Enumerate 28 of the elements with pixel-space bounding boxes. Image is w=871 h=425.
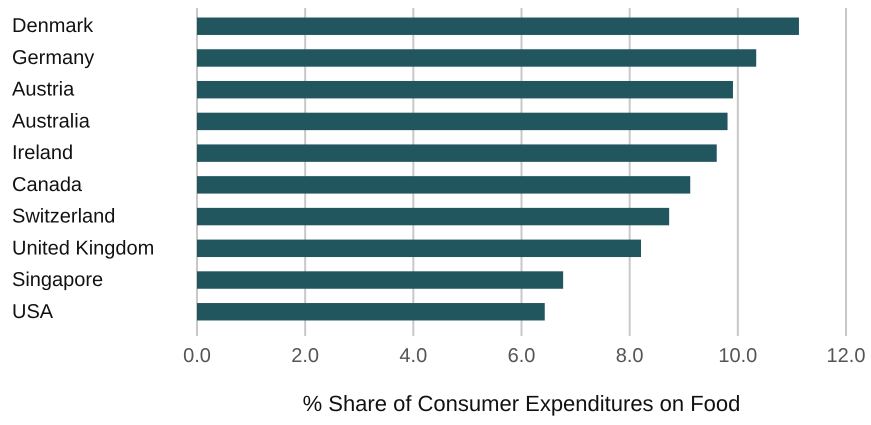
y-tick-label: Switzerland bbox=[12, 206, 116, 228]
y-tick-label: Australia bbox=[12, 110, 91, 132]
bar bbox=[197, 49, 756, 67]
bar bbox=[197, 176, 690, 194]
x-tick-label: 4.0 bbox=[399, 345, 428, 367]
x-tick-label: 0.0 bbox=[183, 345, 211, 367]
y-tick-label: USA bbox=[12, 300, 54, 323]
bar bbox=[197, 208, 670, 226]
y-tick-label: Ireland bbox=[12, 142, 74, 164]
x-tick-label: 2.0 bbox=[291, 345, 320, 367]
bar bbox=[197, 144, 717, 162]
x-tick-label: 12.0 bbox=[826, 345, 866, 367]
bar bbox=[197, 80, 733, 98]
bar bbox=[197, 18, 799, 35]
y-tick-label: United Kingdom bbox=[12, 237, 154, 260]
y-tick-label: Canada bbox=[12, 174, 83, 196]
x-axis-title: % Share of Consumer Expenditures on Food bbox=[302, 391, 740, 416]
x-tick-label: 6.0 bbox=[508, 345, 536, 367]
y-tick-label: Austria bbox=[12, 78, 76, 101]
y-tick-label: Singapore bbox=[12, 269, 104, 292]
bar bbox=[197, 240, 642, 258]
bar bbox=[197, 271, 564, 289]
bar bbox=[197, 303, 545, 320]
y-tick-label: Denmark bbox=[12, 15, 94, 38]
x-tick-label: 8.0 bbox=[616, 345, 644, 367]
y-tick-label: Germany bbox=[12, 46, 94, 69]
bar bbox=[197, 112, 728, 130]
x-tick-label: 10.0 bbox=[718, 345, 758, 367]
